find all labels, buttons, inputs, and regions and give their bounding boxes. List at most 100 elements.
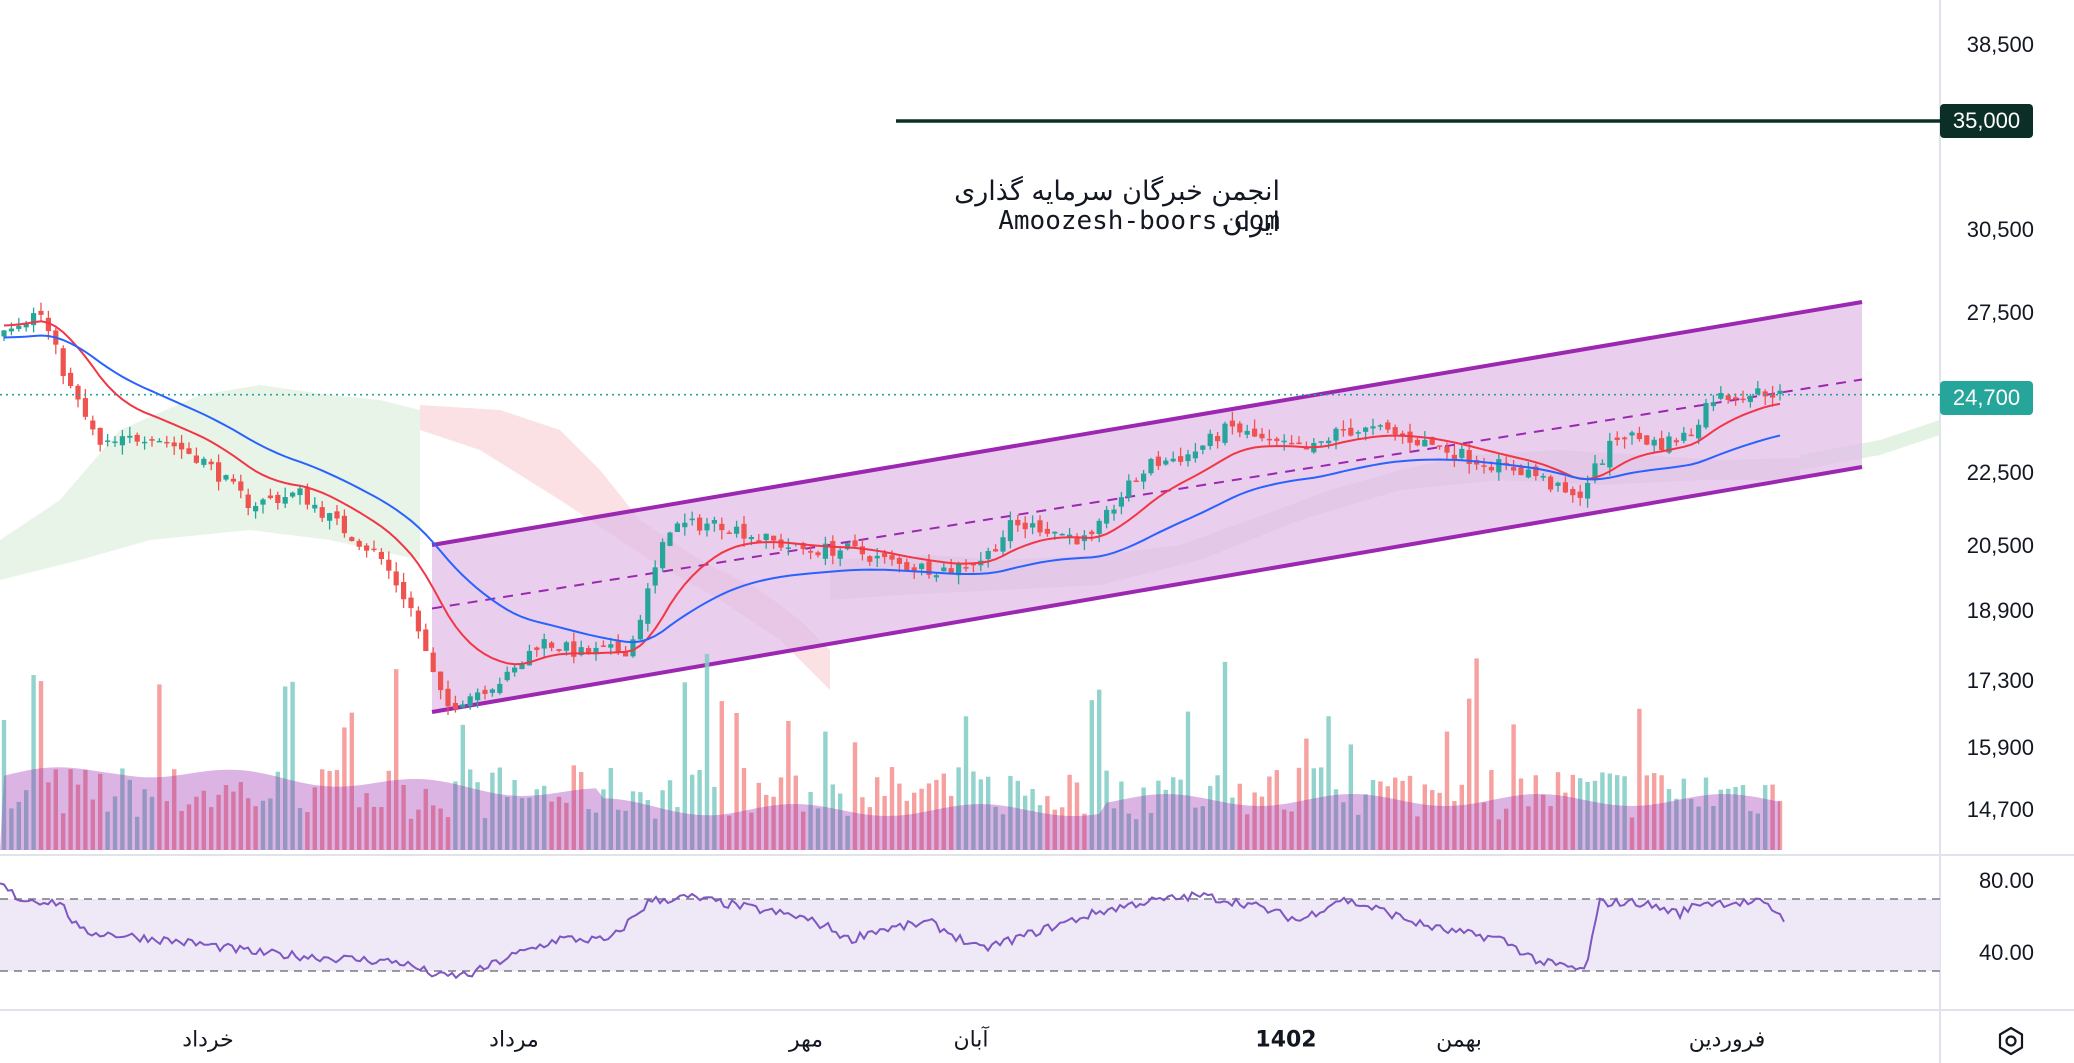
- candle-body: [193, 455, 199, 463]
- volume-bar: [690, 774, 695, 850]
- settings-icon[interactable]: [1995, 1025, 2027, 1057]
- candle-body: [1289, 442, 1295, 445]
- candle-body: [45, 317, 51, 332]
- volume-bar: [416, 809, 421, 850]
- candle-body: [1067, 534, 1073, 537]
- candle-body: [423, 629, 429, 652]
- volume-bar: [1437, 792, 1442, 850]
- candle-body: [667, 532, 673, 546]
- volume-bar: [1777, 800, 1783, 850]
- time-tick: آبان: [953, 1027, 989, 1053]
- volume-bar: [1074, 782, 1080, 850]
- candle-body: [1303, 447, 1309, 450]
- candle-body: [963, 567, 969, 569]
- horizontal-line-price-badge[interactable]: 35,000: [1940, 104, 2033, 138]
- volume-bar: [431, 805, 436, 850]
- candle-body: [1089, 531, 1095, 535]
- volume-bar: [24, 790, 29, 850]
- candle-body: [615, 641, 621, 652]
- volume-bar: [112, 796, 118, 850]
- volume-bar: [608, 767, 613, 850]
- volume-bar: [704, 653, 710, 850]
- candle-body: [1141, 473, 1147, 482]
- volume-bar: [579, 772, 584, 850]
- candle-body: [726, 532, 732, 534]
- volume-bar: [1319, 767, 1324, 850]
- volume-bar: [1607, 773, 1612, 850]
- volume-bar: [1178, 779, 1183, 850]
- volume-bar: [971, 771, 976, 850]
- volume-bar: [312, 787, 317, 850]
- candle-body: [1229, 420, 1235, 427]
- volume-bar: [601, 789, 606, 850]
- watermark-title: انجمن خبرگان سرمایه گذاری ایران: [954, 176, 1280, 238]
- volume-bar: [771, 796, 776, 850]
- channel-upper-line: [431, 300, 1863, 547]
- volume-bar: [1430, 790, 1435, 850]
- candle-body: [1052, 531, 1058, 534]
- volume-bar: [1089, 700, 1094, 850]
- volume-bar: [638, 792, 643, 850]
- volume-bar: [1474, 658, 1479, 850]
- volume-bar: [31, 675, 36, 850]
- volume-bar: [630, 791, 636, 850]
- candle-body: [1170, 458, 1176, 462]
- candle-body: [401, 581, 407, 600]
- candle-body: [630, 639, 636, 657]
- candle-body: [312, 504, 318, 509]
- candle-body: [556, 649, 562, 651]
- volume-bar: [334, 770, 340, 850]
- candle-body: [1392, 427, 1398, 435]
- volume-bar: [1052, 809, 1057, 850]
- volume-bar: [1171, 777, 1176, 850]
- candle-body: [785, 547, 791, 549]
- volume-bar: [1289, 811, 1294, 850]
- volume-bar: [1570, 774, 1575, 850]
- candle-body: [1237, 423, 1243, 433]
- candle-body: [1022, 522, 1028, 530]
- candle-body: [1710, 402, 1716, 407]
- candle-body: [171, 442, 177, 447]
- candle-body: [674, 523, 680, 532]
- volume-bar: [1060, 807, 1065, 850]
- volume-bar: [1496, 819, 1501, 850]
- volume-bar: [919, 788, 924, 850]
- volume-bar: [394, 669, 399, 850]
- ema-fast-line: [3, 320, 1781, 666]
- candle-body: [1755, 388, 1761, 395]
- volume-bar: [164, 801, 169, 850]
- volume-bar: [1326, 716, 1331, 850]
- volume-bar: [867, 807, 872, 850]
- candle-body: [593, 647, 599, 655]
- volume-bar: [371, 806, 377, 850]
- candle-body: [364, 545, 370, 551]
- volume-bar: [830, 784, 835, 850]
- volume-bar: [719, 701, 724, 850]
- volume-bar: [201, 790, 206, 850]
- candle-body: [1437, 445, 1443, 447]
- cloud-bearish: [420, 405, 830, 690]
- volume-bar: [1245, 814, 1250, 850]
- last-price-badge[interactable]: 24,700: [1940, 381, 2033, 415]
- candle-body: [1733, 397, 1739, 400]
- candle-body: [23, 322, 29, 328]
- volume-bar: [571, 765, 576, 850]
- time-tick: مهر: [788, 1027, 824, 1053]
- volume-bar: [1622, 776, 1627, 850]
- volume-bar: [1711, 805, 1716, 850]
- candle-body: [297, 488, 303, 496]
- candle-body: [586, 648, 592, 654]
- volume-bar: [75, 784, 81, 850]
- candle-body: [1511, 467, 1517, 471]
- candle-body: [1651, 439, 1657, 446]
- candle-body: [1407, 431, 1413, 443]
- volume-bar: [1215, 775, 1220, 850]
- candle-body: [1044, 528, 1050, 534]
- candle-body: [1326, 440, 1332, 444]
- candle-body: [1163, 460, 1169, 465]
- candle-body: [1577, 491, 1583, 498]
- candle-body: [1666, 436, 1672, 453]
- candle-body: [386, 559, 392, 571]
- time-tick: خرداد: [182, 1027, 234, 1053]
